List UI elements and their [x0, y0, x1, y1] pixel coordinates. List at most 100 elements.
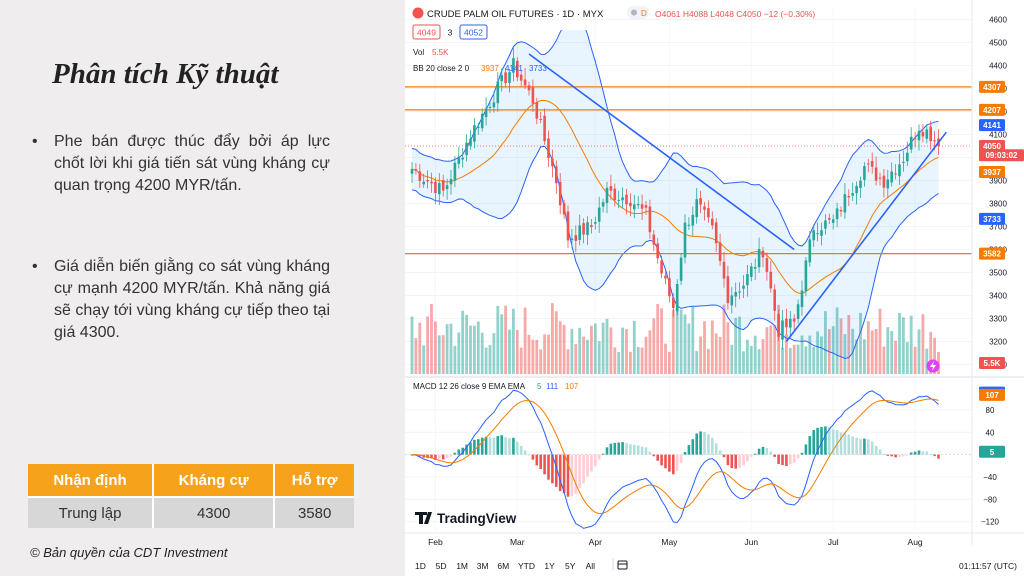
price-label-tag — [979, 212, 1005, 225]
uptrend-line[interactable] — [785, 131, 947, 342]
candle-body — [695, 199, 698, 218]
macd-histogram-bar — [695, 433, 698, 455]
volume-bar — [640, 347, 644, 374]
volume-bar — [843, 334, 847, 374]
tradingview-chart[interactable]: 4600450044004300420041004000390038003700… — [405, 0, 1024, 576]
timeframe-button[interactable]: 1D — [415, 561, 426, 571]
timeframe-button[interactable]: 5Y — [565, 561, 576, 571]
volume-bar — [570, 328, 574, 374]
candle-body — [824, 220, 827, 229]
volume-bar — [605, 318, 609, 374]
volume-bar — [909, 315, 913, 374]
macd-histogram-bar — [886, 454, 890, 456]
macd-histogram-bar — [438, 454, 441, 460]
candle-body — [785, 318, 788, 328]
volume-bar — [449, 323, 453, 374]
candle-body — [714, 222, 718, 244]
volume-bar — [710, 320, 714, 374]
candle-body — [555, 166, 558, 184]
volume-bar — [441, 335, 445, 374]
macd-histogram-bar — [781, 454, 784, 466]
volume-bar — [636, 347, 640, 374]
downtrend-line[interactable] — [528, 53, 795, 251]
candle-body — [894, 173, 897, 175]
volume-bar — [656, 303, 660, 374]
volume-bar — [714, 333, 718, 374]
timeframe-button[interactable]: 6M — [497, 561, 509, 571]
macd-histogram-bar — [469, 442, 472, 455]
macd-value-label-tag — [979, 388, 1005, 401]
price-label: 3733 — [983, 215, 1001, 224]
macd-histogram-bar — [792, 454, 796, 463]
candle-body — [808, 239, 812, 263]
outlook-table: Nhận định Kháng cự Hỗ trợ Trung lập 4300… — [28, 464, 354, 528]
volume-bar — [761, 339, 765, 374]
symbol-logo-icon — [412, 7, 424, 19]
macd-histogram-bar — [714, 443, 718, 455]
timeframe-button[interactable]: All — [586, 561, 596, 571]
candle-body — [656, 243, 659, 259]
macd-signal-line — [411, 398, 939, 515]
candle-body — [636, 204, 640, 206]
volume-bar — [566, 349, 570, 374]
volume-bar — [434, 321, 437, 374]
volume-bar — [929, 332, 933, 374]
volume-bar — [512, 308, 515, 374]
candle-body — [847, 196, 851, 198]
timeframe-button[interactable]: YTD — [518, 561, 535, 571]
macd-histogram-bar — [629, 444, 632, 455]
candle-body — [870, 161, 874, 167]
chart-canvas[interactable]: 4600450044004300420041004000390038003700… — [405, 0, 1024, 576]
volume-bar — [753, 335, 757, 374]
volume-bar — [660, 308, 663, 374]
macd-label[interactable]: MACD 12 26 close 9 EMA EMA — [413, 382, 526, 391]
utc-clock[interactable]: 01:11:57 (UTC) — [959, 561, 1017, 571]
timeframe-button[interactable]: 1M — [456, 561, 468, 571]
volume-bar — [902, 317, 905, 374]
macd-histogram-bar — [859, 438, 862, 455]
timeframe-button[interactable]: 1Y — [544, 561, 555, 571]
macd-histogram-bar — [812, 430, 815, 455]
buy-box[interactable] — [459, 24, 488, 40]
macd-histogram-bar — [539, 454, 542, 470]
volume-bar — [847, 315, 851, 374]
volume-bar — [613, 347, 617, 374]
bb-upper-line — [411, 30, 939, 247]
macd-histogram-bar — [675, 454, 679, 471]
macd-histogram-bar — [668, 454, 671, 472]
macd-histogram-bar — [586, 454, 589, 477]
candle-body — [867, 163, 870, 165]
volume-bar — [547, 334, 550, 374]
symbol-title[interactable]: CRUDE PALM OIL FUTURES · 1D · MYX — [427, 9, 604, 20]
candle-body — [730, 295, 734, 306]
volume-bar — [905, 341, 909, 374]
vol-label[interactable]: Vol — [413, 48, 424, 57]
candle-body — [523, 79, 527, 86]
candle-body — [835, 208, 839, 220]
volume-bar — [601, 322, 605, 374]
volume-bar — [913, 346, 917, 374]
candle-body — [488, 106, 492, 108]
volume-bar — [668, 351, 671, 374]
volume-bar — [590, 325, 593, 374]
volume-bar — [683, 314, 687, 374]
macd-histogram-bar — [430, 454, 433, 459]
bb-label[interactable]: BB 20 close 2 0 — [413, 64, 470, 73]
macd-histogram-bar — [582, 454, 585, 484]
macd-histogram-bar — [831, 429, 835, 455]
volume-bar — [644, 336, 648, 374]
macd-histogram-bar — [699, 431, 702, 455]
timeframe-button[interactable]: 5D — [436, 561, 447, 571]
volume-bar — [734, 317, 738, 374]
sell-box[interactable] — [412, 24, 441, 40]
volume-bar — [675, 302, 679, 374]
time-axis-label: Apr — [589, 537, 602, 547]
timeframe-button[interactable]: 3M — [477, 561, 489, 571]
candle-body — [691, 214, 695, 226]
macd-histogram-bar — [551, 454, 554, 484]
candle-body — [679, 257, 683, 281]
calendar-icon[interactable] — [612, 558, 628, 571]
volume-bar — [500, 314, 504, 374]
macd-histogram-bar — [722, 454, 726, 458]
candle-body — [792, 318, 796, 322]
